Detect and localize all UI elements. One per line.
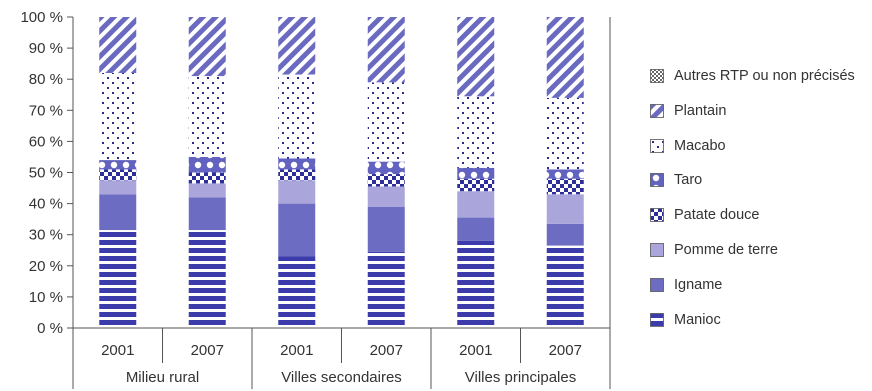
legend-swatch [650,208,664,223]
y-tick-label: 10 % [29,289,63,306]
x-category-label: 2007 [549,342,582,359]
y-tick-label: 80 % [29,71,63,88]
x-group-label: Villes principales [465,369,576,386]
bar-segment-pomme-de-terre [188,183,226,198]
bar-segment-pomme-de-terre [99,180,137,195]
bar-segment-patate-douce [99,169,137,181]
bar-segment-plantain [188,17,226,77]
legend-label: Manioc [674,311,721,328]
bar-segment-igname [367,206,405,252]
bar-stack [278,17,316,328]
legend-label: Igname [674,276,723,293]
bar-segment-manioc [546,245,584,328]
y-tick-label: 70 % [29,102,63,119]
bar-segment-macabo [546,97,584,170]
bar-segment-pomme-de-terre [367,186,405,207]
bar-segment-macabo [99,72,137,161]
x-category-label: 2007 [370,342,403,359]
bar-segment-taro [457,167,495,179]
bar-segment-macabo [278,74,316,159]
bar-segment-patate-douce [546,178,584,195]
legend-item-autres-rtp-ou-non-precises: Autres RTP ou non précisés [650,68,855,84]
bar-segment-taro [99,160,137,170]
bar-segment-manioc [457,240,495,328]
bar-segment-plantain [278,17,316,75]
bar-segment-patate-douce [457,178,495,192]
x-group-label: Milieu rural [126,369,199,386]
legend-item-igname: Igname [650,277,722,293]
bar-segment-taro [188,156,226,173]
bar-segment-plantain [546,17,584,98]
x-category-label: 2001 [280,342,313,359]
legend-swatch [650,312,664,327]
bar-segment-manioc [99,230,137,328]
x-category-label: 2001 [459,342,492,359]
y-tick-label: 90 % [29,40,63,57]
legend-item-plantain: Plantain [650,103,726,119]
bar-segment-macabo [367,82,405,162]
bar-segment-pomme-de-terre [546,194,584,224]
y-tick-label: 30 % [29,227,63,244]
legend-item-macabo: Macabo [650,138,726,154]
bar-stack [546,17,584,328]
legend-swatch [650,69,664,83]
legend-label: Plantain [674,102,727,119]
bar-segment-manioc [367,251,405,328]
legend-label: Taro [674,172,703,189]
y-tick-label: 20 % [29,258,63,275]
bar-segment-igname [278,203,316,257]
bar-segment-macabo [188,76,226,157]
bar-segment-plantain [457,17,495,97]
bar-segment-manioc [278,256,316,328]
x-group-label: Villes secondaires [281,369,402,386]
y-tick-label: 100 % [20,9,63,26]
legend-label: Macabo [674,137,726,154]
bar-segment-plantain [99,17,137,73]
y-tick-label: 40 % [29,196,63,213]
bar-stack [367,17,405,328]
legend-item-pomme-de-terre: Pomme de terre [650,242,778,258]
legend-label: Autres RTP ou non précisés [674,68,855,84]
legend-item-patate-douce: Patate douce [650,207,759,223]
y-tick-label: 60 % [29,133,63,150]
bar-segment-patate-douce [188,172,226,184]
bar-segment-pomme-de-terre [278,180,316,204]
y-tick-label: 50 % [29,165,63,182]
bar-segment-manioc [188,230,226,328]
bar-segment-igname [457,217,495,241]
x-category-label: 2007 [191,342,224,359]
legend-swatch [650,173,664,188]
bar-segment-igname [546,223,584,246]
bar-segment-taro [278,158,316,170]
legend-label: Pomme de terre [674,242,778,258]
bar-segment-macabo [457,96,495,168]
bar-stack [99,17,137,328]
bar-segment-taro [546,169,584,179]
legend-swatch [650,103,664,118]
bar-stack [188,17,226,328]
bar-segment-plantain [367,17,405,83]
bar-segment-igname [188,197,226,231]
bar-stack [457,17,495,328]
bar-segment-pomme-de-terre [457,191,495,218]
x-category-label: 2001 [101,342,134,359]
legend-swatch [650,243,664,257]
bar-segment-patate-douce [278,169,316,181]
bar-segment-patate-douce [367,174,405,187]
legend-swatch [650,138,664,153]
bar-segment-igname [99,194,137,231]
bar-segment-taro [367,161,405,175]
legend-label: Patate douce [674,207,760,224]
legend-swatch [650,277,664,292]
y-tick-label: 0 % [37,320,63,337]
legend-item-manioc: Manioc [650,312,721,328]
legend-item-taro: Taro [650,172,702,188]
